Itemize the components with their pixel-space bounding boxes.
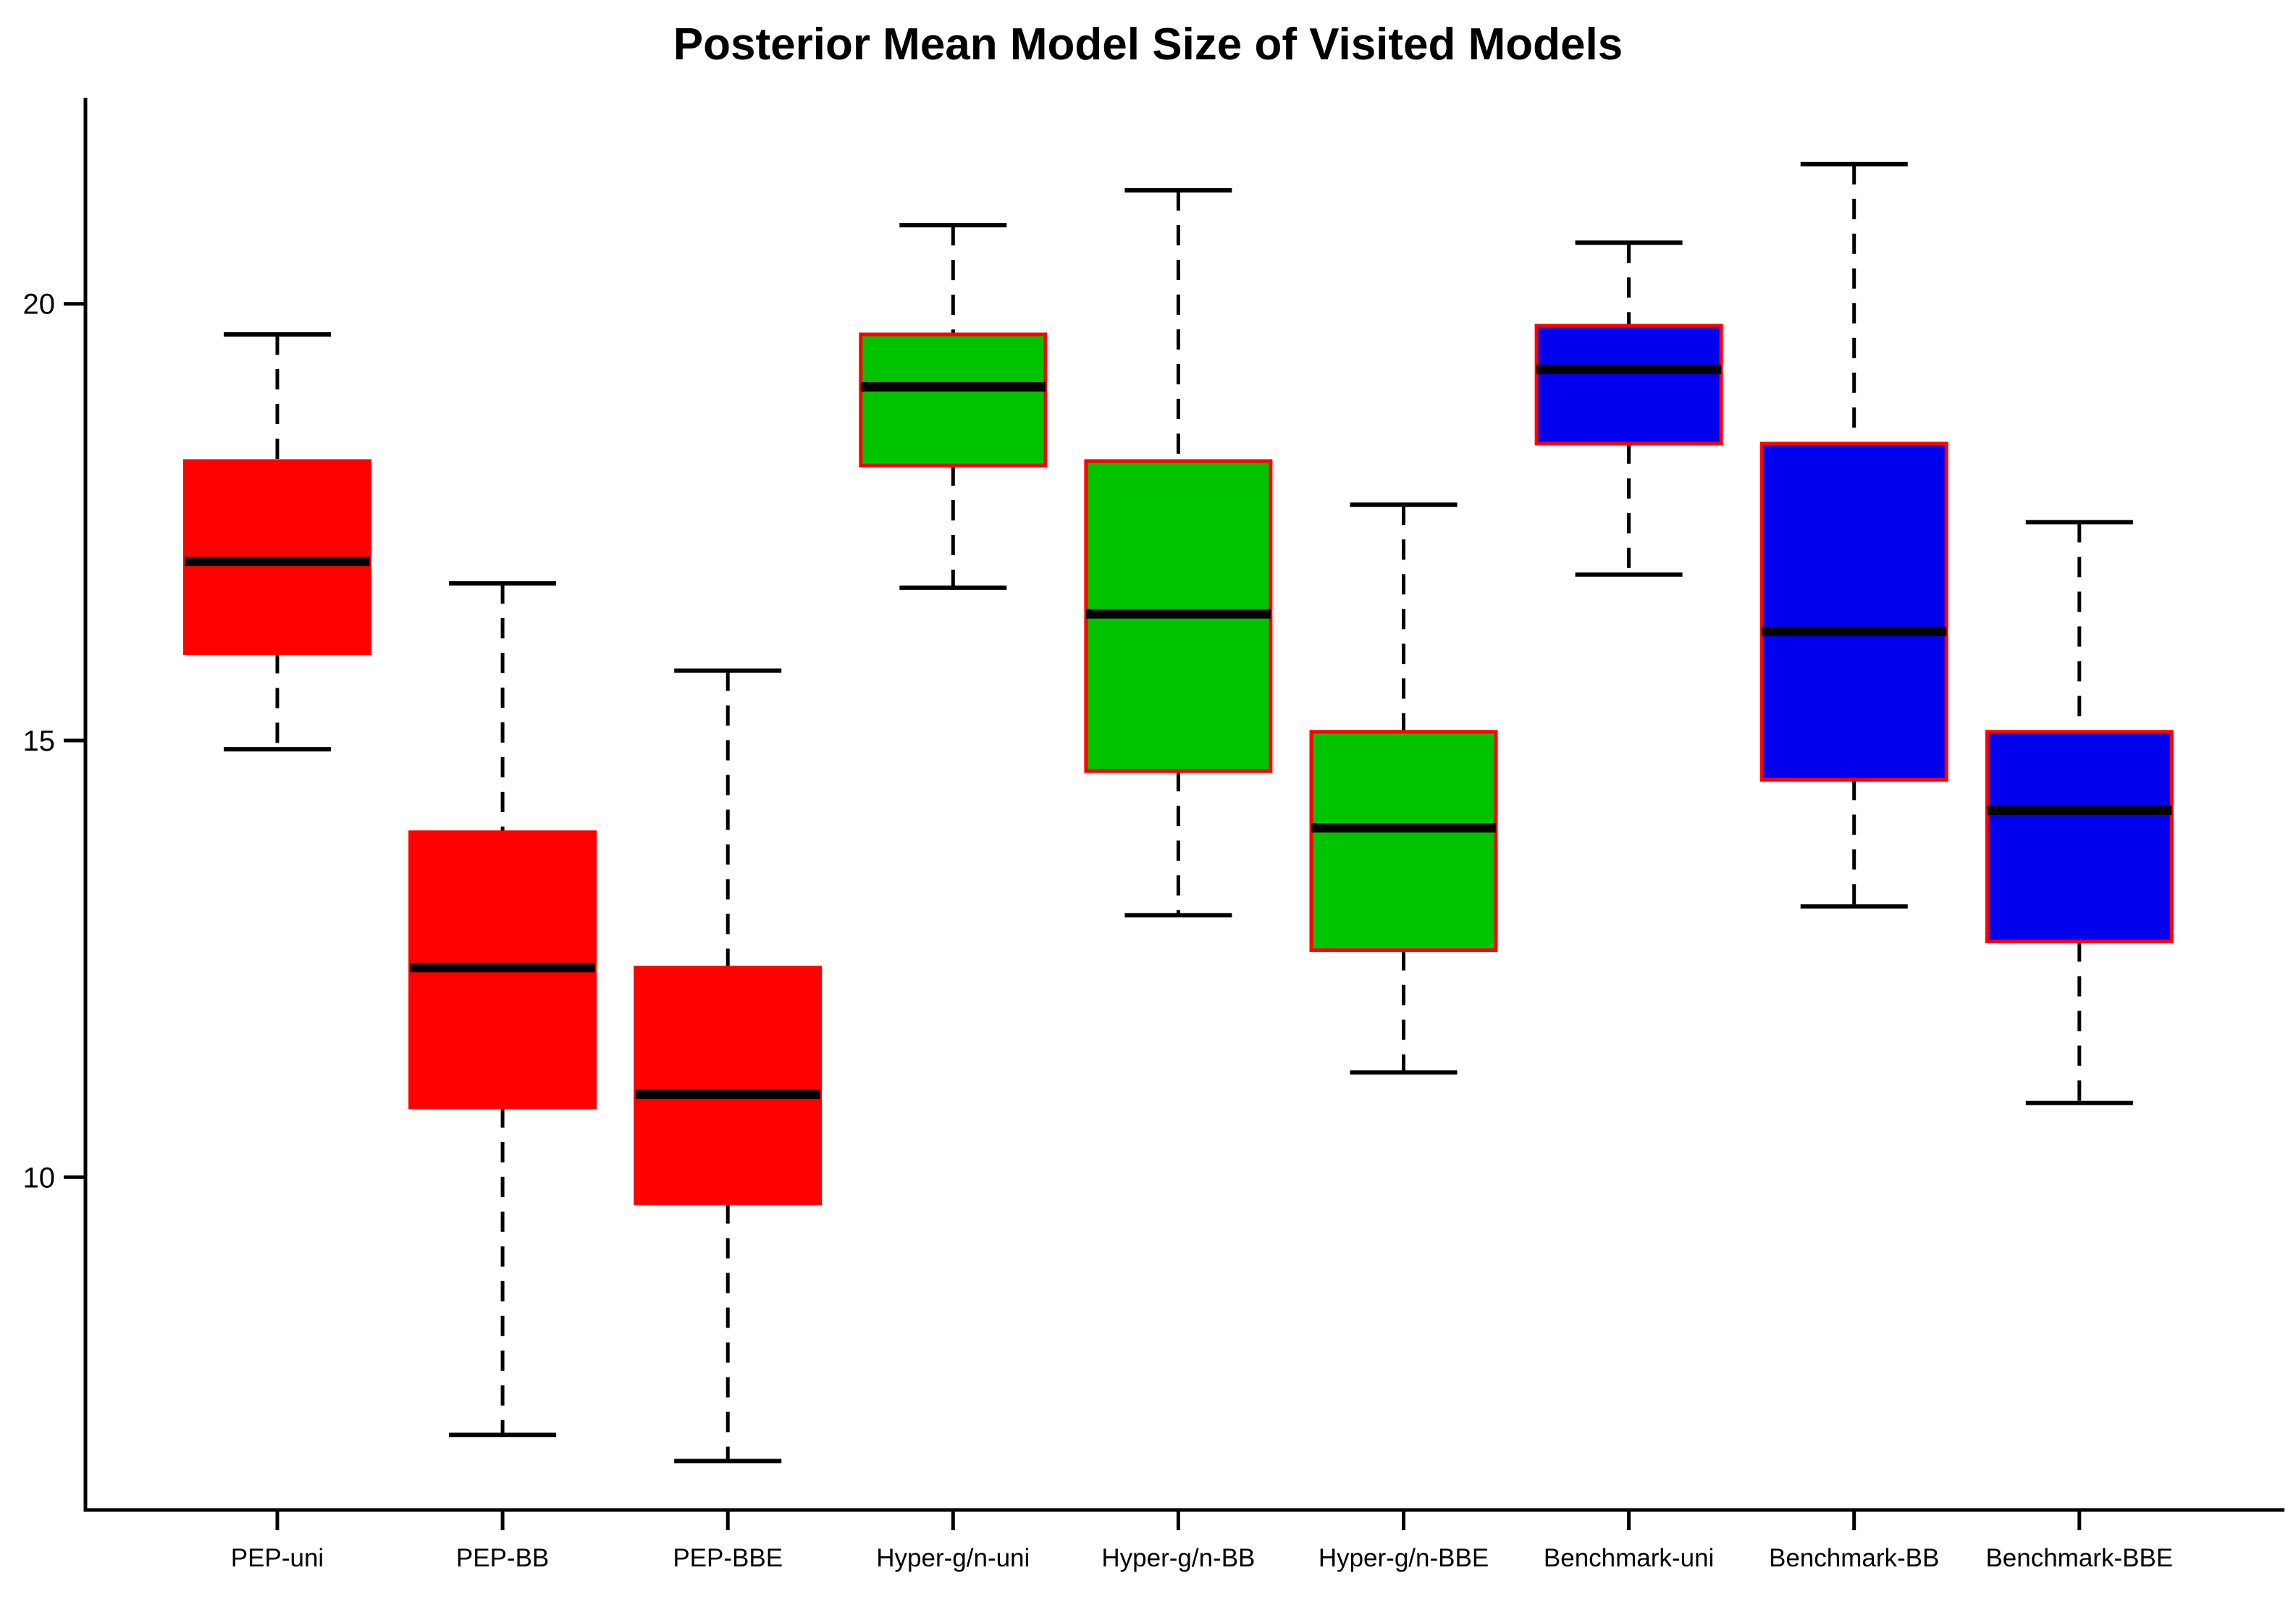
x-tick-Hyper-g/n-BB: Hyper-g/n-BB xyxy=(1101,1510,1255,1572)
x-tick-Hyper-g/n-BBE: Hyper-g/n-BBE xyxy=(1319,1510,1489,1572)
iqr-box xyxy=(1534,324,1723,446)
iqr-box xyxy=(1985,730,2174,944)
boxplot-Benchmark-BB xyxy=(1759,161,1948,909)
y-tick-10: 10 xyxy=(23,1162,85,1194)
x-tick-Benchmark-BB: Benchmark-BB xyxy=(1769,1510,1939,1572)
x-tick-PEP-BB: PEP-BB xyxy=(456,1510,549,1572)
iqr-box xyxy=(1309,730,1498,953)
x-tick-Benchmark-BBE: Benchmark-BBE xyxy=(1985,1510,2173,1572)
x-tick-label: Benchmark-uni xyxy=(1544,1544,1714,1572)
x-tick-label: PEP-BB xyxy=(456,1544,549,1572)
iqr-box xyxy=(859,332,1048,468)
y-tick-label: 20 xyxy=(23,289,56,321)
boxplot-Hyper-g/n-uni xyxy=(859,223,1048,590)
x-tick-label: Hyper-g/n-uni xyxy=(876,1544,1030,1572)
iqr-box xyxy=(1759,442,1948,782)
x-tick-PEP-BBE: PEP-BBE xyxy=(673,1510,783,1572)
chart-title: Posterior Mean Model Size of Visited Mod… xyxy=(673,20,1623,69)
x-tick-label: Hyper-g/n-BBE xyxy=(1319,1544,1489,1572)
y-tick-label: 15 xyxy=(23,725,56,757)
x-tick-PEP-uni: PEP-uni xyxy=(231,1510,324,1572)
boxplot-Benchmark-BBE xyxy=(1985,520,2174,1105)
x-tick-label: PEP-uni xyxy=(231,1544,324,1572)
boxplot-PEP-uni xyxy=(183,332,371,752)
x-axis: PEP-uni PEP-BB PEP-BBE Hyper-g/n-uni Hyper-g… xyxy=(83,1508,2284,1572)
y-axis: 10 15 20 xyxy=(23,98,88,1512)
boxplot-Hyper-g/n-BBE xyxy=(1309,502,1498,1075)
x-tick-Benchmark-uni: Benchmark-uni xyxy=(1544,1510,1714,1572)
x-tick-label: Hyper-g/n-BB xyxy=(1101,1544,1255,1572)
x-tick-label: PEP-BBE xyxy=(673,1544,783,1572)
boxplot-PEP-BB xyxy=(408,581,597,1438)
x-tick-label: Benchmark-BBE xyxy=(1985,1544,2173,1572)
boxplot-PEP-BBE xyxy=(634,668,823,1464)
y-tick-label: 10 xyxy=(23,1162,56,1194)
boxplot-Benchmark-uni xyxy=(1534,240,1723,577)
y-tick-15: 15 xyxy=(23,725,85,757)
x-tick-Hyper-g/n-uni: Hyper-g/n-uni xyxy=(876,1510,1030,1572)
boxplot-Hyper-g/n-BB xyxy=(1084,187,1273,918)
iqr-box xyxy=(634,966,823,1205)
x-tick-label: Benchmark-BB xyxy=(1769,1544,1939,1572)
y-tick-20: 20 xyxy=(23,289,85,321)
